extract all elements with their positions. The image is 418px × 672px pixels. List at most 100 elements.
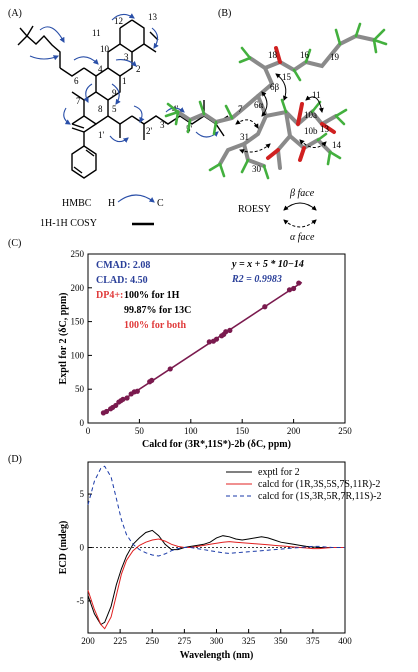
r-squared: R2 = 0.9983 — [231, 274, 282, 285]
dp4-both: 100% for both — [124, 320, 186, 331]
data-point-c — [134, 388, 140, 394]
svg-text:3: 3 — [124, 52, 129, 62]
y-tick-label-c: 0 — [80, 418, 85, 428]
legend-hmbc: HMBC H C — [62, 194, 164, 209]
svg-text:5: 5 — [112, 104, 117, 114]
roesy-arrows-b — [235, 73, 327, 154]
data-point-c — [223, 329, 229, 335]
panel-label-b: (B) — [218, 8, 231, 19]
panel-label-c: (C) — [8, 238, 21, 249]
structure-a — [17, 19, 229, 179]
x-tick-label-d: 200 — [81, 636, 95, 646]
x-tick-label-d: 225 — [113, 636, 127, 646]
svg-text:2: 2 — [136, 64, 141, 74]
y-tick-label-c: 200 — [71, 283, 85, 293]
svg-text:18: 18 — [268, 50, 278, 60]
svg-text:4: 4 — [98, 64, 103, 74]
y-tick-label-d: -5 — [77, 596, 85, 606]
svg-text:1: 1 — [122, 76, 127, 86]
clad-stat: CLAD: 4.50 — [96, 275, 148, 286]
cmad-stat: CMAD: 2.08 — [96, 260, 150, 271]
svg-text:31: 31 — [240, 132, 249, 142]
y-tick-label-c: 250 — [71, 249, 85, 259]
svg-text:ROESY: ROESY — [238, 204, 271, 215]
data-point-c — [113, 402, 119, 409]
x-tick-label-d: 325 — [242, 636, 256, 646]
svg-text:8: 8 — [98, 104, 103, 114]
data-point-c — [296, 280, 302, 286]
x-tick-label-c: 200 — [287, 426, 301, 436]
x-tick-label-d: 275 — [178, 636, 192, 646]
data-point-c — [291, 285, 297, 292]
data-point-c — [227, 327, 233, 333]
svg-text:14: 14 — [332, 140, 342, 150]
y-tick-label-d: 0 — [80, 543, 85, 553]
data-point-c — [149, 377, 155, 384]
ecd-series-line — [87, 529, 345, 626]
data-point-c — [213, 336, 220, 342]
atom-numbers-b: 18 16 19 15 6β 11 10a 7 6α 13 10b 31 14 … — [238, 50, 342, 174]
svg-text:α face: α face — [290, 232, 315, 243]
svg-text:10b: 10b — [304, 126, 318, 136]
svg-text:HMBC: HMBC — [62, 198, 92, 209]
y-axis-label-d: ECD (mdeg) — [58, 521, 69, 575]
svg-text:1H-1H COSY: 1H-1H COSY — [40, 218, 97, 229]
svg-text:3': 3' — [160, 120, 167, 130]
svg-text:9: 9 — [112, 88, 117, 98]
legend-entry-d: calcd for (1S,3R,5R,7R,11S)-2 — [258, 491, 382, 502]
ecd-series-line — [87, 538, 345, 630]
x-tick-label-d: 300 — [210, 636, 224, 646]
x-tick-label-c: 250 — [338, 426, 352, 436]
chart-d: 200 225 250 275 300 325 350 375 400 -5 0 5 exptl for… — [58, 461, 382, 661]
dp4-c: 99.87% for 13C — [124, 305, 191, 316]
data-point-c — [120, 396, 126, 402]
dp4-label: DP4+: — [96, 290, 123, 301]
x-tick-label-c: 0 — [86, 426, 91, 436]
svg-text:6α: 6α — [254, 100, 264, 110]
hmbc-arrows-a — [29, 13, 219, 143]
svg-text:β face: β face — [289, 188, 315, 199]
data-point-c — [103, 408, 110, 415]
chart-c: 0 50 100 150 200 250 0 50 100 150 200 250 Calcd for … — [58, 249, 352, 450]
legend-entry-d: calcd for (1R,3S,5S,7S,11R)-2 — [258, 479, 380, 490]
x-axis-label-c: Calcd for (3R*,11S*)-2b (δC, ppm) — [142, 439, 291, 450]
svg-text:16: 16 — [300, 50, 310, 60]
svg-text:6: 6 — [74, 76, 79, 86]
svg-text:10a: 10a — [304, 110, 317, 120]
model-3d-b — [164, 22, 388, 180]
svg-text:6β: 6β — [270, 82, 280, 92]
x-tick-label-d: 375 — [306, 636, 320, 646]
svg-text:13: 13 — [320, 124, 330, 134]
x-tick-label-c: 150 — [235, 426, 249, 436]
data-point-c — [206, 339, 212, 345]
legend-roesy: ROESY β face α face — [238, 188, 317, 243]
svg-text:2': 2' — [146, 126, 153, 136]
y-axis-label-c: Exptl for 2 (δC, ppm) — [58, 293, 69, 385]
svg-text:7: 7 — [76, 96, 81, 106]
x-axis-label-d: Wavelength (nm) — [180, 650, 254, 661]
x-tick-label-d: 350 — [274, 636, 288, 646]
data-point-c — [124, 395, 130, 401]
legend-entry-d: exptl for 2 — [258, 467, 300, 478]
ecd-series-line — [87, 465, 345, 557]
svg-text:19: 19 — [330, 52, 340, 62]
legend-cosy: 1H-1H COSY — [40, 218, 154, 229]
svg-text:10: 10 — [100, 44, 110, 54]
y-tick-label-c: 150 — [71, 317, 85, 327]
svg-text:30: 30 — [252, 164, 262, 174]
x-tick-label-d: 400 — [338, 636, 352, 646]
x-tick-label-c: 100 — [184, 426, 198, 436]
dp4-h: 100% for 1H — [124, 290, 180, 301]
svg-text:H: H — [108, 198, 115, 209]
y-tick-label-c: 100 — [71, 350, 85, 360]
data-point-c — [167, 366, 173, 372]
y-tick-label-d: 5 — [80, 489, 85, 499]
svg-text:12: 12 — [114, 16, 123, 26]
svg-text:11: 11 — [312, 90, 321, 100]
data-point-c — [286, 287, 293, 293]
x-tick-label-c: 50 — [135, 426, 145, 436]
panel-label-d: (D) — [8, 454, 22, 465]
x-tick-label-d: 250 — [146, 636, 160, 646]
y-tick-label-c: 50 — [75, 384, 85, 394]
